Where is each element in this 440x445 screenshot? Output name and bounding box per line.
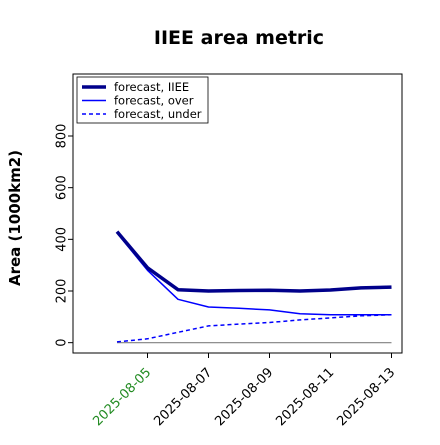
legend-label: forecast, IIEE [114,80,189,94]
legend-label: forecast, under [114,107,202,121]
series-line-forecast-iiee [115,230,392,293]
y-tick-label: 400 [55,227,70,252]
y-tick-label: 800 [55,124,70,149]
series-line-forecast-under [116,314,392,343]
y-tick-label: 200 [55,279,70,304]
x-tick-label: 2025-08-13 [334,365,398,429]
chart-title: IIEE area metric [154,27,324,49]
y-tick-label: 600 [55,175,70,200]
x-tick-label: 2025-08-09 [212,365,276,429]
series-line-forecast-over [116,232,392,316]
plot-frame [72,73,403,354]
x-tick-label: 2025-08-05 [90,365,154,429]
y-axis-label: Area (1000km2) [6,150,24,286]
y-tick-label: 0 [55,339,70,347]
legend-label: forecast, over [114,94,194,108]
plot-layer [115,230,392,344]
x-tick-label: 2025-08-07 [151,365,215,429]
x-tick-label: 2025-08-11 [273,365,337,429]
